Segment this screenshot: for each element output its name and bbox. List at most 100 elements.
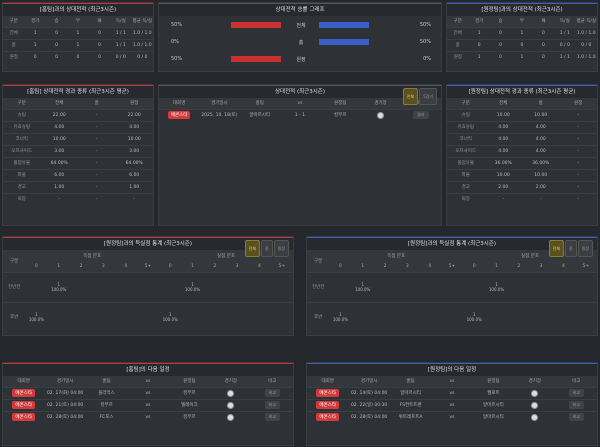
dist-cell xyxy=(225,271,249,302)
graph-left-value: 50% xyxy=(171,56,183,62)
away-dist-tab-home[interactable]: 홈 xyxy=(564,240,577,257)
away-next-title: [원정팀]의 다음 일정 xyxy=(307,363,597,376)
league-badge[interactable]: 에콘스타 xyxy=(12,413,35,422)
compare-button[interactable]: 결과 xyxy=(413,111,429,120)
compare-button[interactable]: 비교 xyxy=(264,413,280,422)
date-cell: 02. 17(화) 04:00 xyxy=(44,386,86,399)
league-badge[interactable]: 에콘스타 xyxy=(316,413,339,422)
column-header: 5+ xyxy=(440,261,464,272)
compare-button[interactable]: 비교 xyxy=(568,401,584,409)
away-team[interactable]: 킹부르 xyxy=(168,410,211,423)
league-cell: 에콘스타 xyxy=(3,386,45,399)
column-header: 패 xyxy=(532,16,555,27)
compare-button[interactable]: 비교 xyxy=(264,389,280,397)
ball-icon xyxy=(227,389,235,397)
row-label: 원정 xyxy=(3,50,25,63)
table-cell: 1.0 / 1.0 xyxy=(575,50,597,63)
league-badge[interactable]: 에콘스타 xyxy=(167,111,191,120)
compare-button[interactable]: 비교 xyxy=(568,413,584,422)
tab-all[interactable]: 전체 xyxy=(402,88,419,105)
table-cell: 4.00 xyxy=(484,144,522,157)
table-cell: - xyxy=(559,180,597,193)
dist-cell xyxy=(552,301,575,332)
away-team[interactable]: 헬로트 xyxy=(472,386,515,399)
home-dist-tab-all[interactable]: 전체 xyxy=(244,240,260,257)
away-stats-panel: [원정팀] 상대전적 경과 종류 (최근3시즌 평균) 구분 전체 홈 원정 슈팅 10.… xyxy=(446,84,598,226)
row-label: 전체 xyxy=(3,26,25,39)
dist-cell xyxy=(529,271,553,302)
compare-button[interactable]: 비교 xyxy=(568,389,584,397)
table-cell: 1.0 / 1.0 xyxy=(131,38,153,51)
column-header: 경기장 xyxy=(210,376,252,387)
column-header: 홈 xyxy=(522,98,560,109)
table-row: 코너킥 10.00-10.00 xyxy=(3,132,153,145)
home-team[interactable]: 알마르시티 xyxy=(239,108,280,121)
away-team[interactable]: 알마르시티 xyxy=(472,398,515,411)
away-dist-tab-all[interactable]: 전체 xyxy=(548,240,564,257)
dist-cell xyxy=(351,301,374,332)
date-cell: 02. 14(토) 04:00 xyxy=(348,386,390,399)
away-record-panel: [원정팀]과의 상대전적 (최근3시즌) 구분 경기 승 무 패 득/실 평균 득/실 전체 1… xyxy=(446,2,598,72)
column-header: 패 xyxy=(88,16,111,27)
column-header: 3 xyxy=(529,261,553,272)
home-stats-table: 구분 전체 홈 원정 슈팅 22.00-22.00 유효슈팅 4.00-4.00 코너킥 10.0… xyxy=(3,98,153,205)
away-team[interactable]: 킹부르 xyxy=(320,108,361,121)
away-next-table: 대회명 경기일시 홈팀 vs 원정팀 경기장 비고 에콘스타 02. 14(토) 04:00 알마… xyxy=(307,376,597,423)
column-header: 경기 xyxy=(24,16,46,27)
away-record-title: [원정팀]과의 상대전적 (최근3시즌) xyxy=(447,3,597,16)
away-dist-table: 구분 득점 분포 실점 분포 0 1 2 3 4 5+ 0 1 2 3 4 5+ 전반전 1 100.0% 1 1… xyxy=(307,250,597,332)
table-cell: 0 xyxy=(511,38,533,51)
dist-cell xyxy=(92,271,115,302)
league-badge[interactable]: 에콘스타 xyxy=(316,401,339,409)
tab-5games[interactable]: 5경기 xyxy=(419,88,437,105)
table-cell: 1 xyxy=(24,26,46,39)
away-team[interactable]: 알마르시티 xyxy=(472,410,515,423)
column-header: 무 xyxy=(67,16,89,27)
table-cell: 0 xyxy=(67,50,89,63)
row-label: 후반 xyxy=(307,301,330,332)
dist-cell xyxy=(136,271,160,302)
table-cell: - xyxy=(78,132,116,145)
table-row: 경고 1.00-1.00 xyxy=(3,180,153,193)
home-team[interactable]: FC포스 xyxy=(85,410,128,423)
home-dist-tab-home[interactable]: 홈 xyxy=(260,240,273,257)
compare-button[interactable]: 비교 xyxy=(264,401,280,409)
home-team[interactable]: FS컨트트랜 xyxy=(389,398,432,411)
table-cell: - xyxy=(78,156,116,169)
group-header-row: 구분 득점 분포 실점 분포 xyxy=(307,250,597,272)
table-cell: - xyxy=(78,192,116,205)
home-dist-tab-away[interactable]: 원정 xyxy=(273,240,289,257)
table-row: 볼점유율 64.00% -64.00% xyxy=(3,156,153,169)
column-header: 홈팀 xyxy=(85,376,128,387)
away-team[interactable]: 킹부르 xyxy=(168,386,211,399)
league-badge[interactable]: 에콘스타 xyxy=(316,389,339,397)
league-badge[interactable]: 에콘스타 xyxy=(12,389,35,397)
column-header: vs xyxy=(127,376,169,387)
table-cell: 1.0 / 1.0 xyxy=(575,26,597,39)
table-cell: 0 xyxy=(532,38,555,51)
table-cell: 0 xyxy=(45,50,68,63)
row-label: 원정 xyxy=(447,50,469,63)
away-dist-title: [원정팀]과의 득실점 통계 (최근3시즌) 전체 홈 원정 xyxy=(307,237,597,257)
table-cell: - xyxy=(115,192,153,205)
column-header: 구분 xyxy=(3,16,25,27)
home-team[interactable]: 위트레프트A xyxy=(389,410,432,423)
dist-cell xyxy=(203,271,226,302)
column-header: 비고 xyxy=(251,376,293,387)
away-team[interactable]: 텔레이크 xyxy=(168,398,211,411)
league-badge[interactable]: 에콘스타 xyxy=(12,401,35,409)
table-cell: - xyxy=(484,192,522,205)
home-team[interactable]: 알마르시티 xyxy=(389,386,432,399)
column-header: 1 xyxy=(181,261,204,272)
table-cell: 0 xyxy=(489,50,512,63)
vs-cell: vs xyxy=(431,410,473,423)
table-cell: 22.00 xyxy=(115,108,153,121)
home-team[interactable]: 킹부르 xyxy=(85,398,128,411)
table-cell: 0 xyxy=(489,38,512,51)
row-label: 유효슈팅 xyxy=(3,120,41,133)
away-dist-tab-away[interactable]: 원정 xyxy=(577,240,593,257)
table-cell: 2.00 xyxy=(484,180,522,193)
table-cell: 3.00 xyxy=(40,144,78,157)
home-team[interactable]: 플라먹스 xyxy=(85,386,128,399)
